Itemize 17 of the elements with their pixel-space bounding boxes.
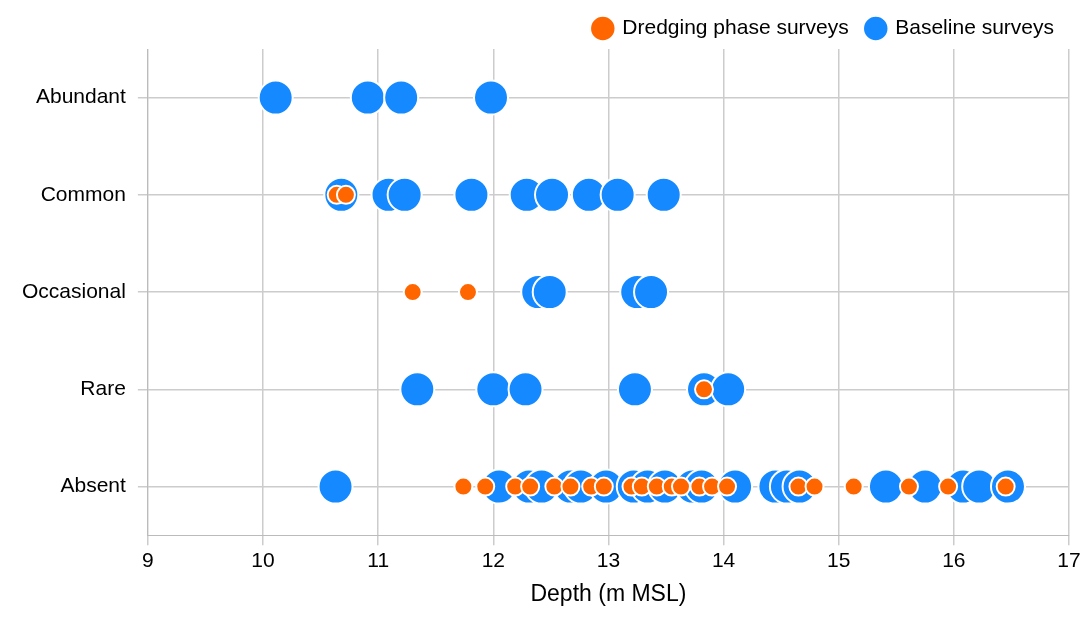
x-tick-label: 16 [942,547,966,571]
x-tick-label: 12 [481,547,505,571]
y-tick-label: Rare [80,376,126,400]
legend-label: Baseline surveys [895,15,1055,39]
y-tick-label: Absent [60,473,127,497]
y-tick-label: Common [40,181,126,205]
x-axis-title: Depth (m MSL) [530,579,687,606]
x-tick-label: 13 [596,547,621,571]
y-tick-label: Abundant [35,84,127,108]
x-tick-label: 17 [1057,547,1081,571]
x-tick-label: 15 [827,547,851,571]
x-tick-label: 9 [142,547,154,571]
x-tick-label: 10 [251,547,275,571]
x-tick-label: 11 [367,547,390,571]
x-tick-label: 14 [711,547,736,571]
y-tick-label: Occasional [21,278,126,302]
legend-label: Dredging phase surveys [622,15,849,39]
